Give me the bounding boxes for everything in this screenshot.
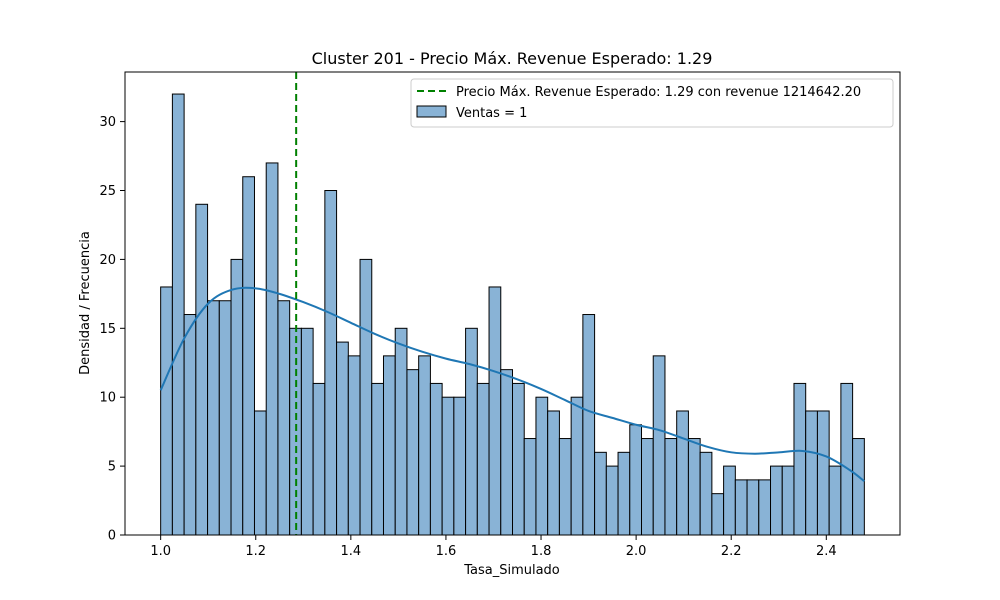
histogram-bar xyxy=(547,410,560,536)
histogram-bar xyxy=(617,451,631,536)
plot-area-frame xyxy=(124,71,901,536)
legend-box xyxy=(410,78,894,128)
histogram-bar xyxy=(676,410,689,536)
histogram-bar xyxy=(336,341,349,536)
histogram-bar xyxy=(394,327,408,536)
x-tick-label: 1.4 xyxy=(340,544,361,559)
y-tick-label: 0 xyxy=(108,529,116,544)
histogram-bar xyxy=(324,190,338,536)
x-axis-ticks: 1.0 1.2 1.4 1.6 1.8 2.0 2.2 2.4 xyxy=(150,535,837,559)
histogram-bar xyxy=(230,258,244,536)
histogram-bar xyxy=(160,286,173,536)
histogram-bar xyxy=(723,465,736,536)
histogram-bar xyxy=(840,382,854,536)
histogram-bar xyxy=(664,438,678,536)
histogram-bar xyxy=(523,438,537,536)
legend-bar-patch-icon xyxy=(416,105,447,118)
histogram-bar xyxy=(453,396,467,536)
histogram-bar xyxy=(582,314,596,536)
histogram-bar xyxy=(183,314,197,536)
histogram-bar xyxy=(734,479,748,536)
histogram-bar xyxy=(770,465,783,536)
histogram-bar xyxy=(406,369,420,536)
histogram-bar xyxy=(265,162,279,536)
histogram-bar xyxy=(805,410,818,536)
histogram-bar xyxy=(242,176,255,536)
histogram-bar xyxy=(171,93,185,536)
histogram-bar xyxy=(347,355,361,536)
histogram-bar xyxy=(195,203,209,536)
y-tick-label: 10 xyxy=(99,391,116,406)
histogram-bar xyxy=(687,438,701,536)
x-tick-label: 1.6 xyxy=(436,544,457,559)
histogram-bar xyxy=(253,410,267,536)
legend: Precio Máx. Revenue Esperado: 1.29 con r… xyxy=(410,78,894,128)
x-tick-label: 2.2 xyxy=(721,544,742,559)
histogram-bar xyxy=(781,465,795,536)
histogram-bar xyxy=(594,451,607,536)
histogram-bar xyxy=(418,355,431,536)
histogram-bar xyxy=(476,382,490,536)
histogram-bar xyxy=(828,465,842,536)
y-tick-label: 20 xyxy=(99,253,116,268)
x-tick-label: 1.0 xyxy=(150,544,171,559)
histogram-bars xyxy=(160,93,865,536)
histogram-bar xyxy=(359,258,373,536)
legend-label-max-price: Precio Máx. Revenue Esperado: 1.29 con r… xyxy=(456,85,861,100)
histogram-bar xyxy=(793,382,807,536)
histogram-bar xyxy=(652,355,666,536)
histogram-bar xyxy=(558,438,572,536)
histogram-bar xyxy=(300,327,314,536)
histogram-bar xyxy=(429,382,443,536)
histogram-bar xyxy=(488,286,502,536)
histogram-bar xyxy=(500,369,513,536)
x-tick-label: 1.8 xyxy=(531,544,552,559)
y-tick-label: 30 xyxy=(99,115,116,130)
x-axis-label: Tasa_Simulado xyxy=(463,563,560,578)
histogram-bar xyxy=(382,355,396,536)
y-tick-label: 25 xyxy=(99,184,116,199)
x-tick-label: 2.0 xyxy=(626,544,647,559)
legend-label-sales: Ventas = 1 xyxy=(456,106,527,121)
histogram-bar xyxy=(699,451,713,536)
histogram-bar xyxy=(570,396,584,536)
histogram-bar xyxy=(641,438,654,536)
histogram-bar xyxy=(218,300,232,536)
histogram-bar xyxy=(535,396,549,536)
histogram-bar xyxy=(207,300,220,536)
histogram-bar xyxy=(441,396,455,536)
histogram-bar xyxy=(629,424,643,536)
x-tick-label: 1.2 xyxy=(245,544,266,559)
y-axis-label: Densidad / Frecuencia xyxy=(78,231,93,375)
histogram-bar xyxy=(852,438,865,536)
histogram-bar xyxy=(605,465,619,536)
histogram-bar xyxy=(277,300,291,536)
y-tick-label: 15 xyxy=(99,322,116,337)
x-tick-label: 2.4 xyxy=(816,544,837,559)
histogram-bar xyxy=(816,410,830,536)
histogram-bar xyxy=(746,479,760,536)
y-tick-label: 5 xyxy=(108,460,116,475)
histogram-bar xyxy=(758,479,772,536)
chart-title: Cluster 201 - Precio Máx. Revenue Espera… xyxy=(312,49,713,68)
histogram-bar xyxy=(465,327,478,536)
histogram-bar xyxy=(312,382,326,536)
histogram-bar xyxy=(512,382,525,536)
histogram-bar xyxy=(711,493,725,536)
kde-curve xyxy=(159,286,865,483)
histogram-bar xyxy=(371,382,384,536)
y-axis-ticks: 0 5 10 15 20 25 30 xyxy=(99,115,125,544)
